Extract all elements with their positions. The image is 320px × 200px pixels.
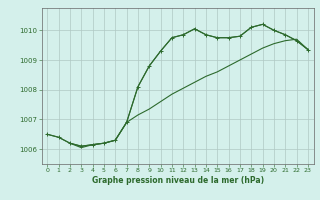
X-axis label: Graphe pression niveau de la mer (hPa): Graphe pression niveau de la mer (hPa) — [92, 176, 264, 185]
